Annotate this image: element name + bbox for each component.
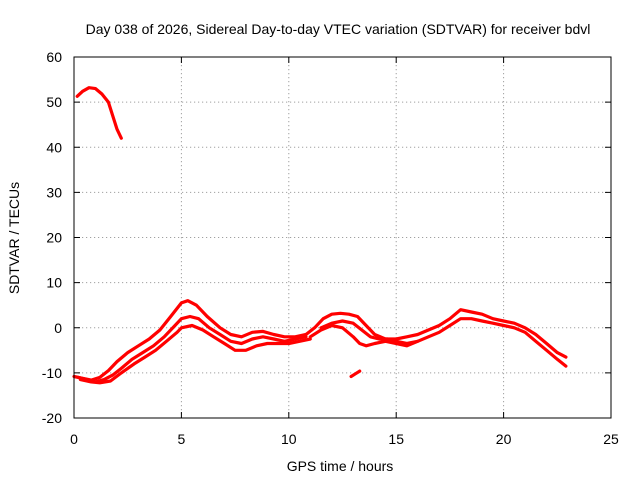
tick-layer: 0 5 10 15 20 25 -20 -10 0 10 20 30 40 50 60 [42,49,619,447]
y-tick-label: 50 [46,94,62,110]
x-tick-label: 5 [178,431,186,447]
series-line-track-main-c [78,323,312,385]
y-tick-label: 30 [46,184,62,200]
series-line-track-main-b [76,314,308,384]
y-tick-label: 60 [46,49,62,65]
series-line-track-noon-b [308,317,568,368]
y-tick-label: 20 [46,230,62,246]
y-axis-label: SDTVAR / TECUs [6,182,22,294]
y-tick-label: -10 [42,365,62,381]
chart-title: Day 038 of 2026, Sidereal Day-to-day VTE… [86,21,591,37]
series-line-track-main-a [72,299,308,382]
x-tick-label: 15 [388,431,404,447]
series-line-track-short [349,369,362,379]
series-line-track-early-high [75,86,123,140]
y-tick-label: 40 [46,139,62,155]
y-tick-label: -20 [42,410,62,426]
series-layer [72,86,568,385]
series-line-track-noon-a [304,308,568,359]
x-tick-label: 20 [496,431,512,447]
y-tick-label: 10 [46,275,62,291]
series-line-track-noon-c [319,319,420,346]
x-axis-label: GPS time / hours [287,458,394,474]
x-tick-label: 10 [281,431,297,447]
x-tick-label: 0 [70,431,78,447]
x-tick-label: 25 [603,431,619,447]
y-tick-label: 0 [54,320,62,336]
